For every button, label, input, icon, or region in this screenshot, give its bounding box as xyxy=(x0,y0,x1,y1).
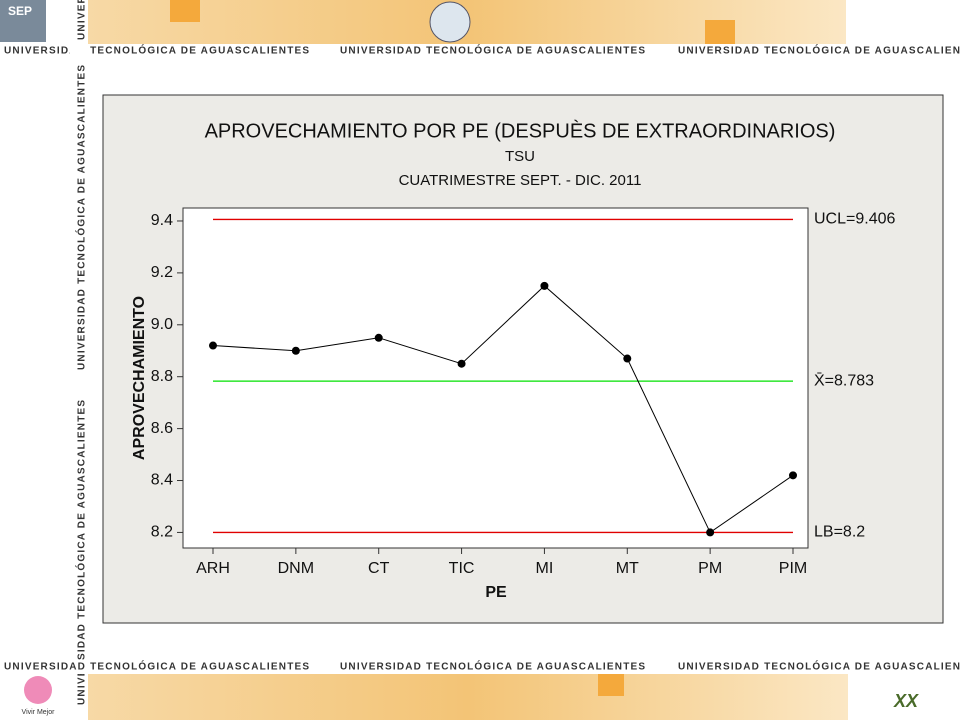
sep-text: SEP xyxy=(8,4,32,18)
x-tick-label: TIC xyxy=(449,560,475,577)
x-tick-label: ARH xyxy=(196,560,230,577)
chart-title: APROVECHAMIENTO POR PE (DESPUÈS DE EXTRA… xyxy=(205,119,836,142)
y-tick-label: 8.2 xyxy=(151,524,173,541)
series-line xyxy=(212,285,794,534)
y-tick-label: 9.4 xyxy=(151,212,173,229)
data-point xyxy=(540,281,549,290)
y-tick-label: 8.4 xyxy=(151,472,173,489)
block xyxy=(170,0,200,22)
sep-logo xyxy=(0,0,46,42)
data-point xyxy=(209,341,217,350)
data-point xyxy=(291,346,300,355)
reference-label: UCL=9.406 xyxy=(814,211,895,228)
data-point xyxy=(623,354,632,363)
x-axis-label: PE xyxy=(485,584,507,601)
banner-text: UNIVERSIDAD TECNOLÓGICA DE AGUASCALIENTE… xyxy=(678,660,960,673)
plot-area xyxy=(182,207,809,549)
banner-text: UNIVERSIDAD TECNOLÓGICA DE AGUASCALIENTE… xyxy=(340,44,646,57)
chart-subtitle: CUATRIMESTRE SEPT. - DIC. 2011 xyxy=(399,172,642,189)
chart-subtitle: TSU xyxy=(505,148,535,165)
vertical-strip xyxy=(70,0,87,720)
banner-strip xyxy=(0,44,960,58)
reference-label: LB=8.2 xyxy=(814,524,865,541)
block xyxy=(598,674,624,696)
x-tick-label: CT xyxy=(368,560,390,577)
y-tick-label: 8.6 xyxy=(151,420,173,437)
reference-label: X̄=8.783 xyxy=(814,372,874,389)
banner-text: UNIVERSIDAD TECNOLÓGICA DE AGUASCALIENTE… xyxy=(75,64,88,370)
vivir-text: Vivir Mejor xyxy=(22,709,56,716)
vivir-logo xyxy=(24,676,52,704)
y-axis-label: APROVECHAMIENTO xyxy=(131,296,148,460)
x-tick-label: MT xyxy=(616,560,639,577)
footer-band xyxy=(88,674,848,720)
data-point xyxy=(457,359,466,368)
block xyxy=(705,20,735,44)
x-tick-label: PM xyxy=(698,560,722,577)
y-tick-label: 9.0 xyxy=(151,316,173,333)
banner-text: UNIVERSIDAD TECNOLÓGICA DE AGUASCALIENTE… xyxy=(4,44,310,57)
x-tick-label: PIM xyxy=(779,560,807,577)
data-point xyxy=(374,333,383,342)
xx-logo: XX xyxy=(893,691,919,711)
x-tick-label: MI xyxy=(536,560,554,577)
banner-text: UNIVERSIDAD TECNOLÓGICA DE AGUASCALIENTE… xyxy=(75,0,88,40)
banner-text: UNIVERSIDAD TECNOLÓGICA DE AGUASCALIENTE… xyxy=(340,660,646,673)
banner-text: UNIVERSIDAD TECNOLÓGICA DE AGUASCALIENTE… xyxy=(678,44,960,57)
x-tick-label: DNM xyxy=(278,560,314,577)
data-point xyxy=(789,471,797,480)
y-tick-label: 9.2 xyxy=(151,264,173,281)
ut-seal xyxy=(429,1,471,43)
banner-text: UNIVERSIDAD TECNOLÓGICA DE AGUASCALIENTE… xyxy=(75,399,88,705)
y-tick-label: 8.8 xyxy=(151,368,173,385)
banner-text: UNIVERSIDAD TECNOLÓGICA DE AGUASCALIENTE… xyxy=(4,660,310,673)
data-point xyxy=(706,528,715,537)
banner-strip xyxy=(0,660,960,674)
